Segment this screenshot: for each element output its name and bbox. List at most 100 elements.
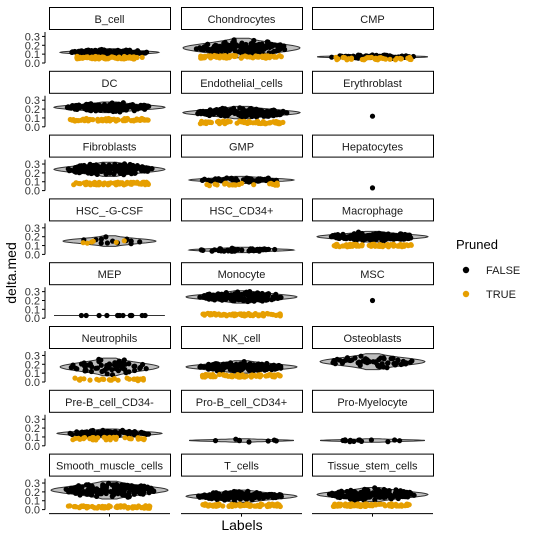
data-point-false <box>386 491 392 497</box>
data-point-true <box>238 55 244 61</box>
data-point-true <box>250 120 256 126</box>
data-point-false <box>72 165 78 171</box>
facet-panel: Chondrocytes <box>181 7 303 61</box>
data-point-true <box>273 54 279 60</box>
data-point-false <box>121 168 127 174</box>
data-point-false <box>247 111 253 117</box>
data-point-false <box>139 312 145 319</box>
data-point-false <box>231 364 237 370</box>
data-point-false <box>82 366 88 373</box>
data-point-false <box>197 494 203 500</box>
data-point-true <box>227 312 233 318</box>
data-point-false <box>107 50 113 56</box>
data-point-false <box>232 248 238 254</box>
data-point-false <box>128 238 134 244</box>
data-point-false <box>211 361 217 367</box>
data-point-false <box>109 372 116 378</box>
data-point-false <box>375 363 381 369</box>
data-point-false <box>356 437 362 443</box>
facet-panel: Smooth_muscle_cells <box>49 453 171 511</box>
y-tick-label: 0.1 <box>25 113 40 125</box>
data-point-false <box>277 294 283 301</box>
facet-strip <box>312 389 434 413</box>
data-point-false <box>258 365 264 371</box>
facet-strip <box>181 389 303 413</box>
data-point-true <box>80 503 86 509</box>
data-point-false <box>98 491 104 497</box>
data-point-false <box>75 484 81 490</box>
data-point-false <box>121 357 127 363</box>
data-point-false <box>104 312 110 319</box>
data-point-false <box>273 438 279 444</box>
data-point-false <box>197 294 203 300</box>
facet-panel: DC <box>49 70 171 124</box>
facet-strip-label: HSC_-G-CSF <box>76 205 144 217</box>
data-point-true <box>77 181 83 187</box>
data-point-false <box>246 248 252 254</box>
data-point-true <box>354 243 360 249</box>
facet-strip-label: Osteoblasts <box>343 333 402 345</box>
data-point-true <box>96 503 102 510</box>
facet-panel: Erythroblast <box>312 70 434 119</box>
data-point-false <box>271 48 277 55</box>
data-point-true <box>361 57 367 63</box>
data-point-true <box>140 377 146 383</box>
data-point-true <box>207 119 213 125</box>
data-point-false <box>250 492 256 498</box>
data-point-false <box>220 492 226 499</box>
data-point-false <box>100 427 106 433</box>
data-point-false <box>229 45 235 51</box>
facet-panel: GMP <box>181 134 303 189</box>
data-point-false <box>216 176 222 182</box>
data-point-false <box>221 46 227 52</box>
data-point-true <box>229 182 236 188</box>
data-point-true <box>371 242 377 249</box>
data-point-false <box>68 104 74 110</box>
data-point-false <box>276 42 282 48</box>
data-point-false <box>381 356 387 362</box>
facet-strip <box>49 198 171 222</box>
data-point-false <box>206 109 212 115</box>
facet-panels: B_cell Chondrocytes CMP DC Endothelial_cells… <box>49 7 434 511</box>
data-point-false <box>352 355 358 361</box>
data-point-true <box>350 503 356 509</box>
data-point-false <box>403 234 409 240</box>
data-point-true <box>106 435 112 441</box>
y-tick-label: 0.3 <box>25 414 40 426</box>
data-point-false <box>369 185 376 191</box>
data-point-false <box>358 353 364 359</box>
data-point-false <box>379 361 385 367</box>
data-point-false <box>199 177 205 183</box>
data-point-true <box>82 180 88 187</box>
data-point-false <box>140 361 146 368</box>
data-point-false <box>73 490 79 496</box>
data-point-true <box>135 435 141 441</box>
data-point-false <box>257 491 263 497</box>
y-tick-label: 0.2 <box>25 295 40 307</box>
data-point-false <box>131 490 137 496</box>
legend-label: TRUE <box>486 289 516 301</box>
data-point-false <box>65 166 71 172</box>
data-point-true <box>340 54 346 61</box>
data-point-true <box>201 502 207 508</box>
data-point-false <box>89 483 95 489</box>
data-point-false <box>234 43 240 49</box>
facet-strip <box>49 453 171 477</box>
data-point-true <box>242 312 248 318</box>
data-point-true <box>331 503 338 509</box>
legend-title: Pruned <box>456 237 498 252</box>
data-point-false <box>76 103 82 109</box>
data-point-false <box>333 491 339 497</box>
data-point-true <box>280 119 286 125</box>
data-point-false <box>239 45 245 52</box>
y-tick-label: 0.1 <box>25 177 40 189</box>
facet-strip <box>181 326 303 349</box>
data-point-false <box>392 437 398 443</box>
data-point-false <box>214 493 220 499</box>
data-point-false <box>250 41 256 47</box>
data-point-false <box>409 358 415 364</box>
facet-strip <box>181 134 303 158</box>
data-point-true <box>126 376 132 382</box>
legend-entry: TRUE <box>462 289 516 301</box>
data-point-true <box>111 180 117 186</box>
